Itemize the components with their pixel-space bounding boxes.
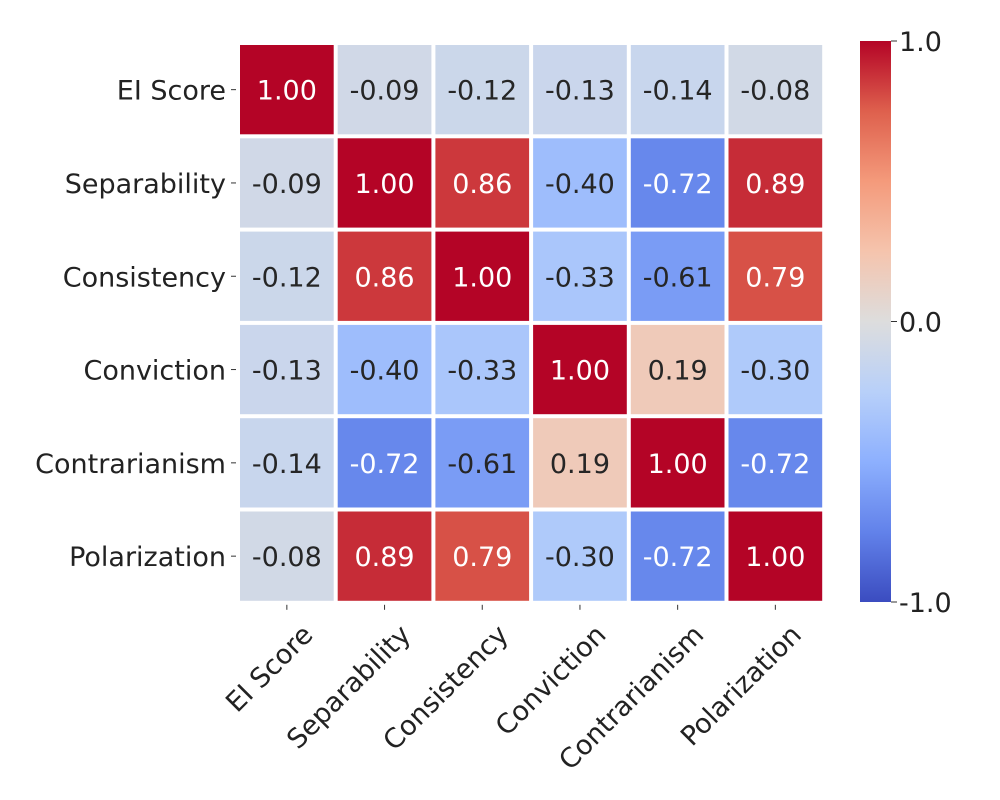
cell-value-conviction-consistency: -0.33 — [447, 356, 517, 387]
cell-value-polarization-contrarianism: -0.72 — [643, 542, 713, 573]
cell-value-ei-score-separability: -0.09 — [350, 76, 420, 107]
heatmap-cell-conviction-conviction — [533, 324, 627, 415]
cell-value-separability-conviction: -0.40 — [545, 169, 615, 200]
cell-value-polarization-conviction: -0.30 — [545, 542, 615, 573]
cell-value-contrarianism-polarization: -0.72 — [740, 449, 810, 480]
cell-value-polarization-polarization: 1.00 — [745, 542, 805, 573]
row-label-separability: Separability — [65, 169, 226, 200]
heatmap-cell-separability-consistency — [435, 138, 530, 228]
cell-value-ei-score-conviction: -0.13 — [545, 76, 615, 107]
heatmap-cell-consistency-contrarianism — [630, 231, 725, 321]
heatmap-cell-contrarianism-consistency — [435, 418, 530, 508]
heatmap-cell-ei-score-contrarianism — [630, 45, 725, 135]
cell-value-conviction-contrarianism: 0.19 — [648, 356, 708, 387]
cell-value-contrarianism-consistency: -0.61 — [447, 449, 517, 480]
heatmap-cell-polarization-polarization — [728, 511, 823, 601]
colorbar-tick-label: 0.0 — [899, 308, 942, 339]
heatmap-cell-conviction-polarization — [728, 324, 823, 415]
cell-value-consistency-ei-score: -0.12 — [252, 262, 322, 293]
heatmap-cell-ei-score-polarization — [728, 45, 823, 135]
heatmap-cell-separability-contrarianism — [630, 138, 725, 228]
column-labels: EI ScoreSeparabilityConsistencyConvictio… — [220, 604, 808, 776]
row-label-conviction: Conviction — [83, 356, 226, 387]
cell-value-separability-separability: 1.00 — [354, 169, 414, 200]
cell-value-contrarianism-separability: -0.72 — [350, 449, 420, 480]
cell-value-separability-consistency: 0.86 — [452, 169, 512, 200]
cell-value-contrarianism-conviction: 0.19 — [550, 449, 610, 480]
cell-value-separability-polarization: 0.89 — [745, 169, 805, 200]
cell-value-conviction-conviction: 1.00 — [550, 356, 610, 387]
heatmap-cell-conviction-separability — [337, 324, 432, 415]
heatmap-cell-ei-score-consistency — [435, 45, 530, 135]
heatmap-cell-contrarianism-ei-score — [240, 418, 334, 508]
row-label-polarization: Polarization — [69, 542, 226, 573]
cell-value-separability-ei-score: -0.09 — [252, 169, 322, 200]
heatmap-cell-separability-conviction — [533, 138, 627, 228]
heatmap-cell-ei-score-ei-score — [240, 45, 334, 135]
cell-value-consistency-conviction: -0.33 — [545, 262, 615, 293]
cell-value-contrarianism-ei-score: -0.14 — [252, 449, 322, 480]
colorbar-tick-label: -1.0 — [899, 588, 952, 619]
heatmap-cell-separability-separability — [337, 138, 432, 228]
heatmap-cell-consistency-ei-score — [240, 231, 334, 321]
heatmap-cell-separability-polarization — [728, 138, 823, 228]
colorbar-tick-label: 1.0 — [899, 27, 942, 58]
heatmap-cell-conviction-consistency — [435, 324, 530, 415]
cell-value-ei-score-ei-score: 1.00 — [257, 76, 317, 107]
row-label-ei-score: EI Score — [117, 76, 226, 107]
cell-value-conviction-polarization: -0.30 — [740, 356, 810, 387]
cell-value-consistency-polarization: 0.79 — [745, 262, 805, 293]
heatmap-cell-consistency-separability — [337, 231, 432, 321]
heatmap-cell-polarization-separability — [337, 511, 432, 601]
cell-value-ei-score-contrarianism: -0.14 — [643, 76, 713, 107]
cell-value-contrarianism-contrarianism: 1.00 — [648, 449, 708, 480]
cell-value-separability-contrarianism: -0.72 — [643, 169, 713, 200]
heatmap-cell-contrarianism-polarization — [728, 418, 823, 508]
row-labels: EI Score Separability Consistency Convictio… — [35, 76, 236, 573]
col-label-ei-score: EI Score — [220, 619, 319, 718]
row-label-consistency: Consistency — [63, 262, 226, 293]
heatmap-cell-separability-ei-score — [240, 138, 334, 228]
cell-value-ei-score-polarization: -0.08 — [740, 76, 810, 107]
cell-value-polarization-consistency: 0.79 — [452, 542, 512, 573]
heatmap-cell-contrarianism-conviction — [533, 418, 627, 508]
heatmap-cell-consistency-conviction — [533, 231, 627, 321]
heatmap-cell-ei-score-conviction — [533, 45, 627, 135]
heatmap-cell-contrarianism-separability — [337, 418, 432, 508]
colorbar-gradient — [860, 41, 891, 602]
heatmap-cell-polarization-ei-score — [240, 511, 334, 601]
row-label-contrarianism: Contrarianism — [35, 449, 226, 480]
colorbar: -1.0 0.0 1.0 — [860, 27, 952, 619]
heatmap-cell-ei-score-separability — [337, 45, 432, 135]
heatmap-cell-conviction-contrarianism — [630, 324, 725, 415]
heatmap-cell-contrarianism-contrarianism — [630, 418, 725, 508]
heatmap-cell-conviction-ei-score — [240, 324, 334, 415]
heatmap-cell-consistency-polarization — [728, 231, 823, 321]
heatmap-cell-polarization-conviction — [533, 511, 627, 601]
cell-value-conviction-separability: -0.40 — [350, 356, 420, 387]
cell-value-consistency-contrarianism: -0.61 — [643, 262, 713, 293]
cell-value-conviction-ei-score: -0.13 — [252, 356, 322, 387]
cell-value-consistency-consistency: 1.00 — [452, 262, 512, 293]
heatmap-cell-polarization-contrarianism — [630, 511, 725, 601]
cell-value-consistency-separability: 0.86 — [354, 262, 414, 293]
cell-value-polarization-separability: 0.89 — [354, 542, 414, 573]
cell-value-ei-score-consistency: -0.12 — [447, 76, 517, 107]
heatmap-cell-polarization-consistency — [435, 511, 530, 601]
cell-value-polarization-ei-score: -0.08 — [252, 542, 322, 573]
heatmap-cell-consistency-consistency — [435, 231, 530, 321]
heatmap-cells: 1.00 -0.09 -0.12 -0.13 -0.14 -0.08 -0.09 1.00 0.… — [240, 45, 823, 601]
